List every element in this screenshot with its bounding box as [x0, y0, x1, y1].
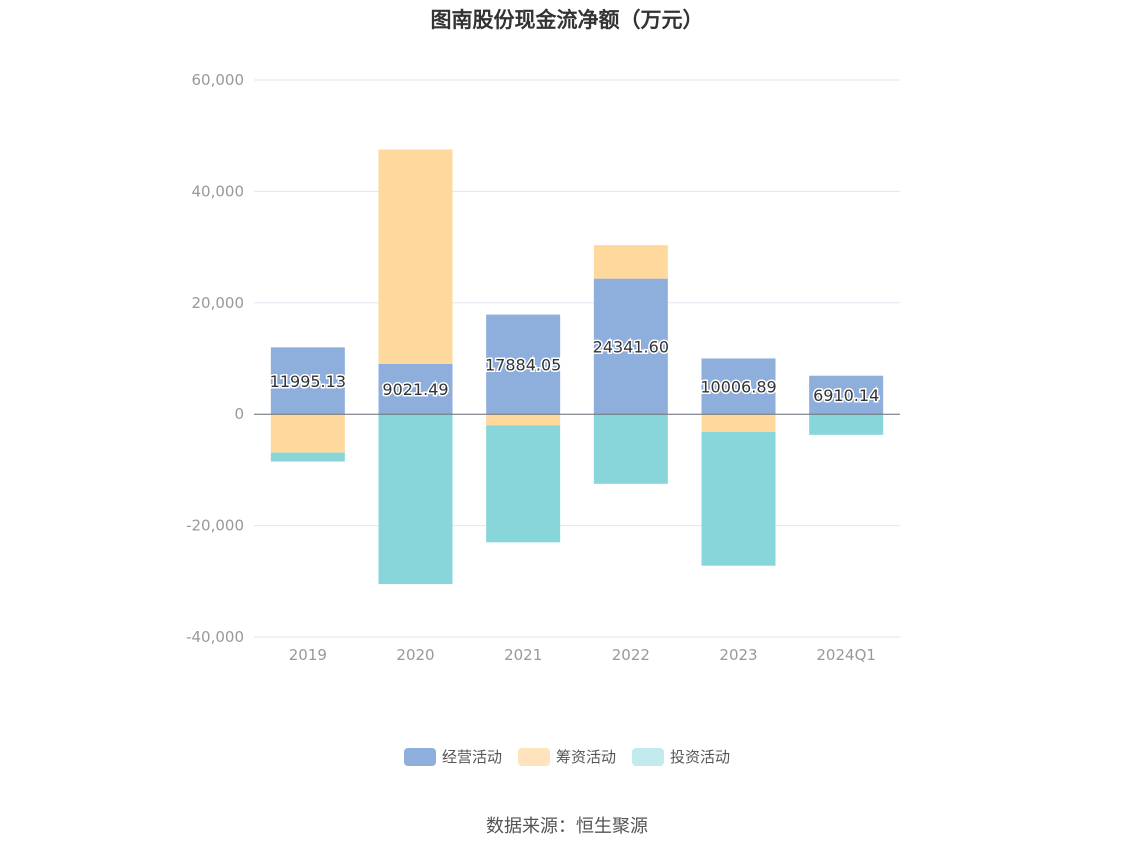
bar-financing: [270, 414, 345, 453]
legend-label-operating: 经营活动: [441, 748, 502, 766]
bar-operating: [593, 278, 668, 415]
y-tick-label: 0: [234, 405, 244, 423]
x-tick-label: 2019: [289, 646, 327, 664]
legend-item-financing[interactable]: 筹资活动: [517, 746, 616, 767]
legend-swatch-operating: [403, 747, 436, 766]
bar-operating: [486, 314, 561, 415]
legend-item-investing[interactable]: 投资活动: [632, 746, 730, 767]
bar-operating: [809, 375, 884, 415]
y-tick-label: 40,000: [192, 182, 245, 200]
bar-investing: [593, 414, 668, 484]
data-label: 24341.60: [593, 337, 669, 356]
bar-investing: [378, 414, 453, 585]
source-note: 数据来源：恒生聚源: [486, 816, 648, 837]
data-label: 17884.05: [485, 355, 561, 374]
chart-title: 图南股份现金流净额（万元）: [430, 8, 704, 32]
x-tick-label: 2020: [396, 646, 434, 664]
x-tick-label: 2023: [719, 646, 757, 664]
bar-investing: [809, 414, 884, 435]
legend-label-financing: 筹资活动: [555, 748, 616, 766]
legend-swatch-investing: [632, 747, 664, 766]
bar-operating: [378, 363, 453, 415]
data-label: 9021.49: [382, 380, 448, 399]
data-label: 10006.89: [700, 377, 776, 396]
chart-plot: 60,000 40,000 20,000 0 -20,000 -40,000 11995.1…: [186, 71, 900, 664]
data-label: 11995.13: [270, 372, 346, 391]
x-tick-label: 2022: [612, 646, 650, 664]
y-tick-label: 20,000: [192, 294, 245, 312]
bar-financing: [593, 245, 668, 279]
bar-investing: [701, 432, 776, 566]
bar-financing: [486, 414, 561, 426]
bar-operating: [270, 347, 345, 415]
x-tick-label: 2024Q1: [816, 646, 876, 664]
bar-investing: [486, 425, 561, 543]
legend: 经营活动 筹资活动 投资活动: [0, 746, 1134, 767]
y-tick-label: -20,000: [186, 517, 244, 535]
bar-financing: [378, 149, 453, 364]
bar-operating: [701, 358, 776, 415]
legend-swatch-financing: [517, 747, 550, 766]
bar-financing: [701, 414, 776, 433]
data-label: 6910.14: [813, 386, 879, 405]
y-tick-label: -40,000: [186, 628, 244, 646]
x-tick-label: 2021: [504, 646, 542, 664]
bar-investing: [270, 452, 345, 462]
legend-label-investing: 投资活动: [670, 748, 731, 766]
legend-item-operating[interactable]: 经营活动: [403, 746, 502, 767]
y-tick-label: 60,000: [192, 71, 245, 89]
